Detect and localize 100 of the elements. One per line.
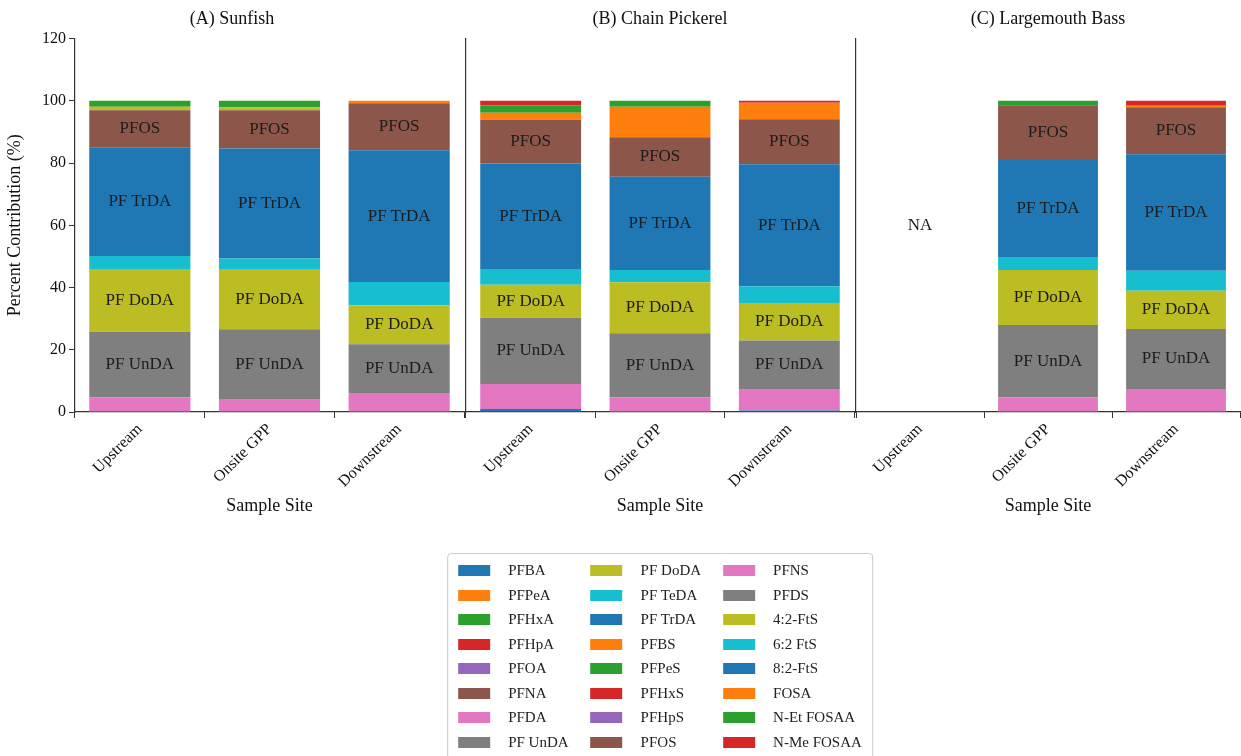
text: PF DoDA bbox=[1013, 286, 1083, 306]
text: PFOS bbox=[249, 118, 290, 138]
legend-label: FOSA bbox=[773, 684, 812, 702]
bar bbox=[738, 119, 840, 165]
legend-label: PFDA bbox=[508, 709, 547, 727]
legend-label: PF UnDA bbox=[508, 733, 569, 751]
bar bbox=[218, 110, 321, 149]
bar bbox=[609, 397, 711, 412]
chart-title: (B) Chain Pickerel bbox=[592, 7, 728, 29]
text: PFOS bbox=[1027, 122, 1069, 142]
text: PF UnDA bbox=[755, 354, 824, 374]
legend-label: PFOS bbox=[640, 733, 677, 751]
x-axis-title: Sample Site bbox=[1004, 494, 1092, 515]
bar bbox=[1126, 328, 1226, 389]
series-label: PFOS bbox=[1155, 120, 1197, 140]
bar bbox=[609, 333, 711, 398]
text: PF TrDA bbox=[499, 206, 563, 226]
text: PF DoDA bbox=[755, 311, 824, 331]
bar bbox=[480, 100, 582, 106]
bar bbox=[738, 340, 840, 389]
legend-label: PFPeS bbox=[640, 660, 681, 678]
series-label: PF TrDA bbox=[238, 192, 302, 212]
legend-label: PFNS bbox=[773, 562, 809, 580]
bar bbox=[348, 393, 450, 412]
text: PF TrDA bbox=[628, 212, 692, 232]
y-tick-label: 60 bbox=[50, 215, 66, 233]
bar bbox=[89, 397, 191, 412]
bar bbox=[218, 107, 321, 111]
legend-label: N-Me FOSAA bbox=[773, 733, 862, 751]
bar bbox=[480, 384, 582, 409]
bar bbox=[218, 329, 321, 399]
text: PFOS bbox=[510, 131, 551, 151]
bar bbox=[480, 163, 582, 270]
y-axis-title: Percent Contribution (%) bbox=[3, 134, 25, 317]
bar bbox=[218, 100, 321, 108]
text: PF DoDA bbox=[105, 290, 175, 310]
legend-label: 8:2-FtS bbox=[773, 660, 819, 678]
legend-label: PFHxS bbox=[640, 684, 684, 702]
legend-label: 6:2 FtS bbox=[773, 635, 817, 653]
legend-label: PF DoDA bbox=[640, 562, 702, 580]
bar bbox=[480, 269, 582, 285]
bar bbox=[738, 164, 840, 287]
bar bbox=[998, 397, 1098, 412]
bar bbox=[480, 119, 582, 164]
bar bbox=[738, 102, 840, 120]
legend-label: PFDS bbox=[773, 586, 809, 604]
legend-label: PFPeA bbox=[508, 586, 551, 604]
text: PFOS bbox=[378, 116, 420, 136]
bar bbox=[609, 282, 711, 334]
series-label: PF DoDA bbox=[364, 314, 435, 334]
legend-label: PFHxA bbox=[508, 611, 555, 629]
bar bbox=[89, 331, 191, 398]
bar bbox=[609, 137, 711, 177]
bar bbox=[89, 110, 191, 148]
bar bbox=[218, 148, 321, 259]
series-label: PFOS bbox=[119, 118, 161, 138]
y-tick-label: 100 bbox=[42, 91, 66, 109]
y-tick-label: 20 bbox=[50, 339, 66, 357]
legend-label: PF TrDA bbox=[640, 611, 697, 629]
series-label: PF TrDA bbox=[1016, 197, 1081, 217]
series-label: PF DoDA bbox=[1141, 299, 1211, 319]
bar bbox=[1126, 154, 1226, 271]
bar bbox=[738, 388, 840, 411]
bar bbox=[218, 258, 321, 270]
text: PF UnDA bbox=[1141, 348, 1211, 368]
legend-label: PFNA bbox=[508, 684, 547, 702]
legend-label: PFBS bbox=[640, 635, 676, 653]
bar bbox=[218, 398, 321, 412]
bar bbox=[89, 269, 191, 332]
bar bbox=[480, 317, 582, 385]
legend-label: 4:2-FtS bbox=[773, 611, 819, 629]
bar bbox=[738, 286, 840, 304]
bar bbox=[348, 281, 450, 306]
bar bbox=[998, 105, 1098, 160]
legend-label: PFHpA bbox=[508, 635, 555, 653]
bar bbox=[218, 269, 321, 330]
chart-title: (C) Largemouth Bass bbox=[970, 7, 1126, 29]
bar bbox=[998, 257, 1098, 271]
text: PF TrDA bbox=[108, 191, 172, 211]
bar bbox=[998, 324, 1098, 398]
bar bbox=[1126, 270, 1226, 291]
bar bbox=[1126, 100, 1226, 106]
bar bbox=[89, 147, 191, 257]
text: PF DoDA bbox=[496, 290, 565, 310]
chart-title: (A) Sunfish bbox=[189, 7, 275, 29]
bar bbox=[480, 112, 582, 120]
text: PFOS bbox=[639, 146, 681, 166]
text: PF DoDA bbox=[235, 288, 304, 308]
annotation: NA bbox=[907, 214, 933, 234]
series-label: PF UnDA bbox=[364, 358, 435, 378]
legend-label: PFHpS bbox=[640, 709, 684, 727]
bar bbox=[609, 270, 711, 283]
legend-label: PFBA bbox=[508, 562, 546, 580]
text: PF UnDA bbox=[625, 354, 695, 374]
text: PF UnDA bbox=[105, 354, 175, 374]
x-axis-title: Sample Site bbox=[226, 494, 313, 515]
y-tick-label: 80 bbox=[50, 153, 66, 171]
bar bbox=[1126, 107, 1226, 155]
text: PF DoDA bbox=[625, 297, 695, 317]
text: PFOS bbox=[769, 131, 810, 151]
